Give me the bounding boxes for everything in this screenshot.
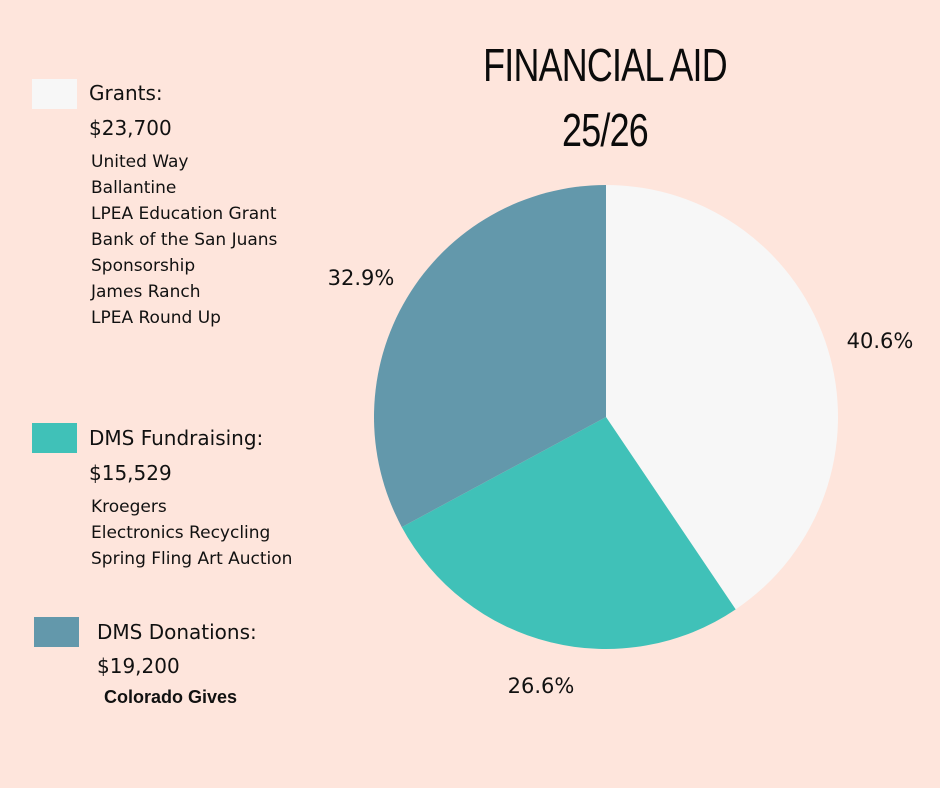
source-item: James Ranch: [91, 282, 201, 302]
legend-sources-donations: Colorado Gives: [104, 684, 237, 710]
source-item: Ballantine: [91, 178, 177, 198]
source-item: LPEA Round Up: [91, 308, 221, 328]
legend-swatch-grants: [32, 79, 77, 109]
pie-label-grants: 40.6%: [847, 329, 914, 353]
pie-label-dms-donations: 32.9%: [328, 266, 395, 290]
chart-title: FINANCIAL AID: [483, 39, 728, 91]
pie-slice-grants: [606, 185, 838, 610]
legend-label-donations: DMS Donations:: [97, 620, 257, 644]
pie-slice-dms-fundraising: [401, 417, 736, 650]
legend-label-grants: Grants:: [89, 81, 163, 105]
legend-amount-fundraising: $15,529: [89, 461, 172, 485]
legend-swatch-donations: [34, 617, 79, 647]
legend-swatch-fundraising: [32, 423, 77, 453]
legend-sources-grants: United Way Ballantine LPEA Education Gra…: [91, 149, 277, 331]
source-item: Electronics Recycling: [91, 523, 271, 543]
legend-amount-donations: $19,200: [97, 654, 180, 678]
source-item: LPEA Education Grant: [91, 204, 277, 224]
source-item: Kroegers: [91, 497, 167, 517]
chart-subtitle: 25/26: [562, 104, 649, 156]
source-item: United Way: [91, 152, 189, 172]
pie-slice-dms-donations: [373, 185, 606, 528]
source-item: Sponsorship: [91, 256, 196, 276]
legend-amount-grants: $23,700: [89, 116, 172, 140]
legend-sources-fundraising: Kroegers Electronics Recycling Spring Fl…: [91, 494, 292, 572]
source-item: Colorado Gives: [104, 687, 238, 707]
source-item: Bank of the San Juans: [91, 230, 278, 250]
source-item: Spring Fling Art Auction: [91, 549, 293, 569]
pie-label-dms-fundraising: 26.6%: [508, 674, 575, 698]
legend-label-fundraising: DMS Fundraising:: [89, 426, 264, 450]
